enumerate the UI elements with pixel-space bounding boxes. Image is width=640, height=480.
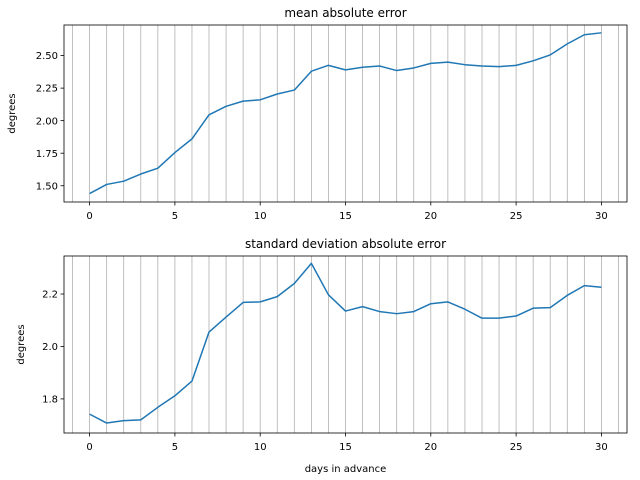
chart-1-xtick-label: 10 (254, 442, 267, 453)
chart-0-title: mean absolute error (284, 6, 406, 20)
chart-0-xtick-label: 10 (254, 211, 267, 222)
chart-1-series-line (89, 262, 602, 424)
chart-0-ylabel: degrees (7, 93, 18, 133)
chart-0-xtick-label: 15 (339, 211, 352, 222)
std-absolute-error-plot: 0 5 10 15 20 25 30 1.8 2.0 2.2 standard deviation … (16, 237, 628, 475)
chart-1-ylabel: degrees (16, 324, 27, 364)
chart-0-xtick-label: 30 (595, 211, 608, 222)
chart-0-xtick-label: 25 (510, 211, 523, 222)
chart-1-ytick-label: 2.0 (42, 342, 58, 353)
mean-absolute-error-plot: 0 5 10 15 20 25 30 1.50 1.75 2.00 2.25 2.50 mean abs… (7, 6, 628, 222)
chart-1-title: standard deviation absolute error (245, 237, 446, 251)
chart-1-xtick-label: 20 (424, 442, 437, 453)
chart-1-xtick-label: 0 (86, 442, 92, 453)
chart-0-ytick-label: 1.75 (36, 149, 58, 160)
chart-0-series-line (89, 32, 602, 195)
chart-0-xtick-label: 5 (172, 211, 178, 222)
chart-1-xlabel: days in advance (305, 464, 387, 475)
chart-0-ytick-label: 2.50 (36, 51, 58, 62)
chart-0-ytick-label: 2.00 (36, 116, 58, 127)
chart-1-ytick-label: 2.2 (42, 290, 58, 301)
chart-0-xtick-label: 0 (86, 211, 92, 222)
chart-1-xtick-label: 5 (172, 442, 178, 453)
chart-1-ytick-label: 1.8 (42, 395, 58, 406)
chart-0-xtick-label: 20 (424, 211, 437, 222)
chart-1-xtick-label: 15 (339, 442, 352, 453)
chart-1-xtick-label: 25 (510, 442, 523, 453)
chart-0-ytick-label: 1.50 (36, 181, 58, 192)
chart-0-ytick-label: 2.25 (36, 84, 58, 95)
chart-1-xtick-label: 30 (595, 442, 608, 453)
